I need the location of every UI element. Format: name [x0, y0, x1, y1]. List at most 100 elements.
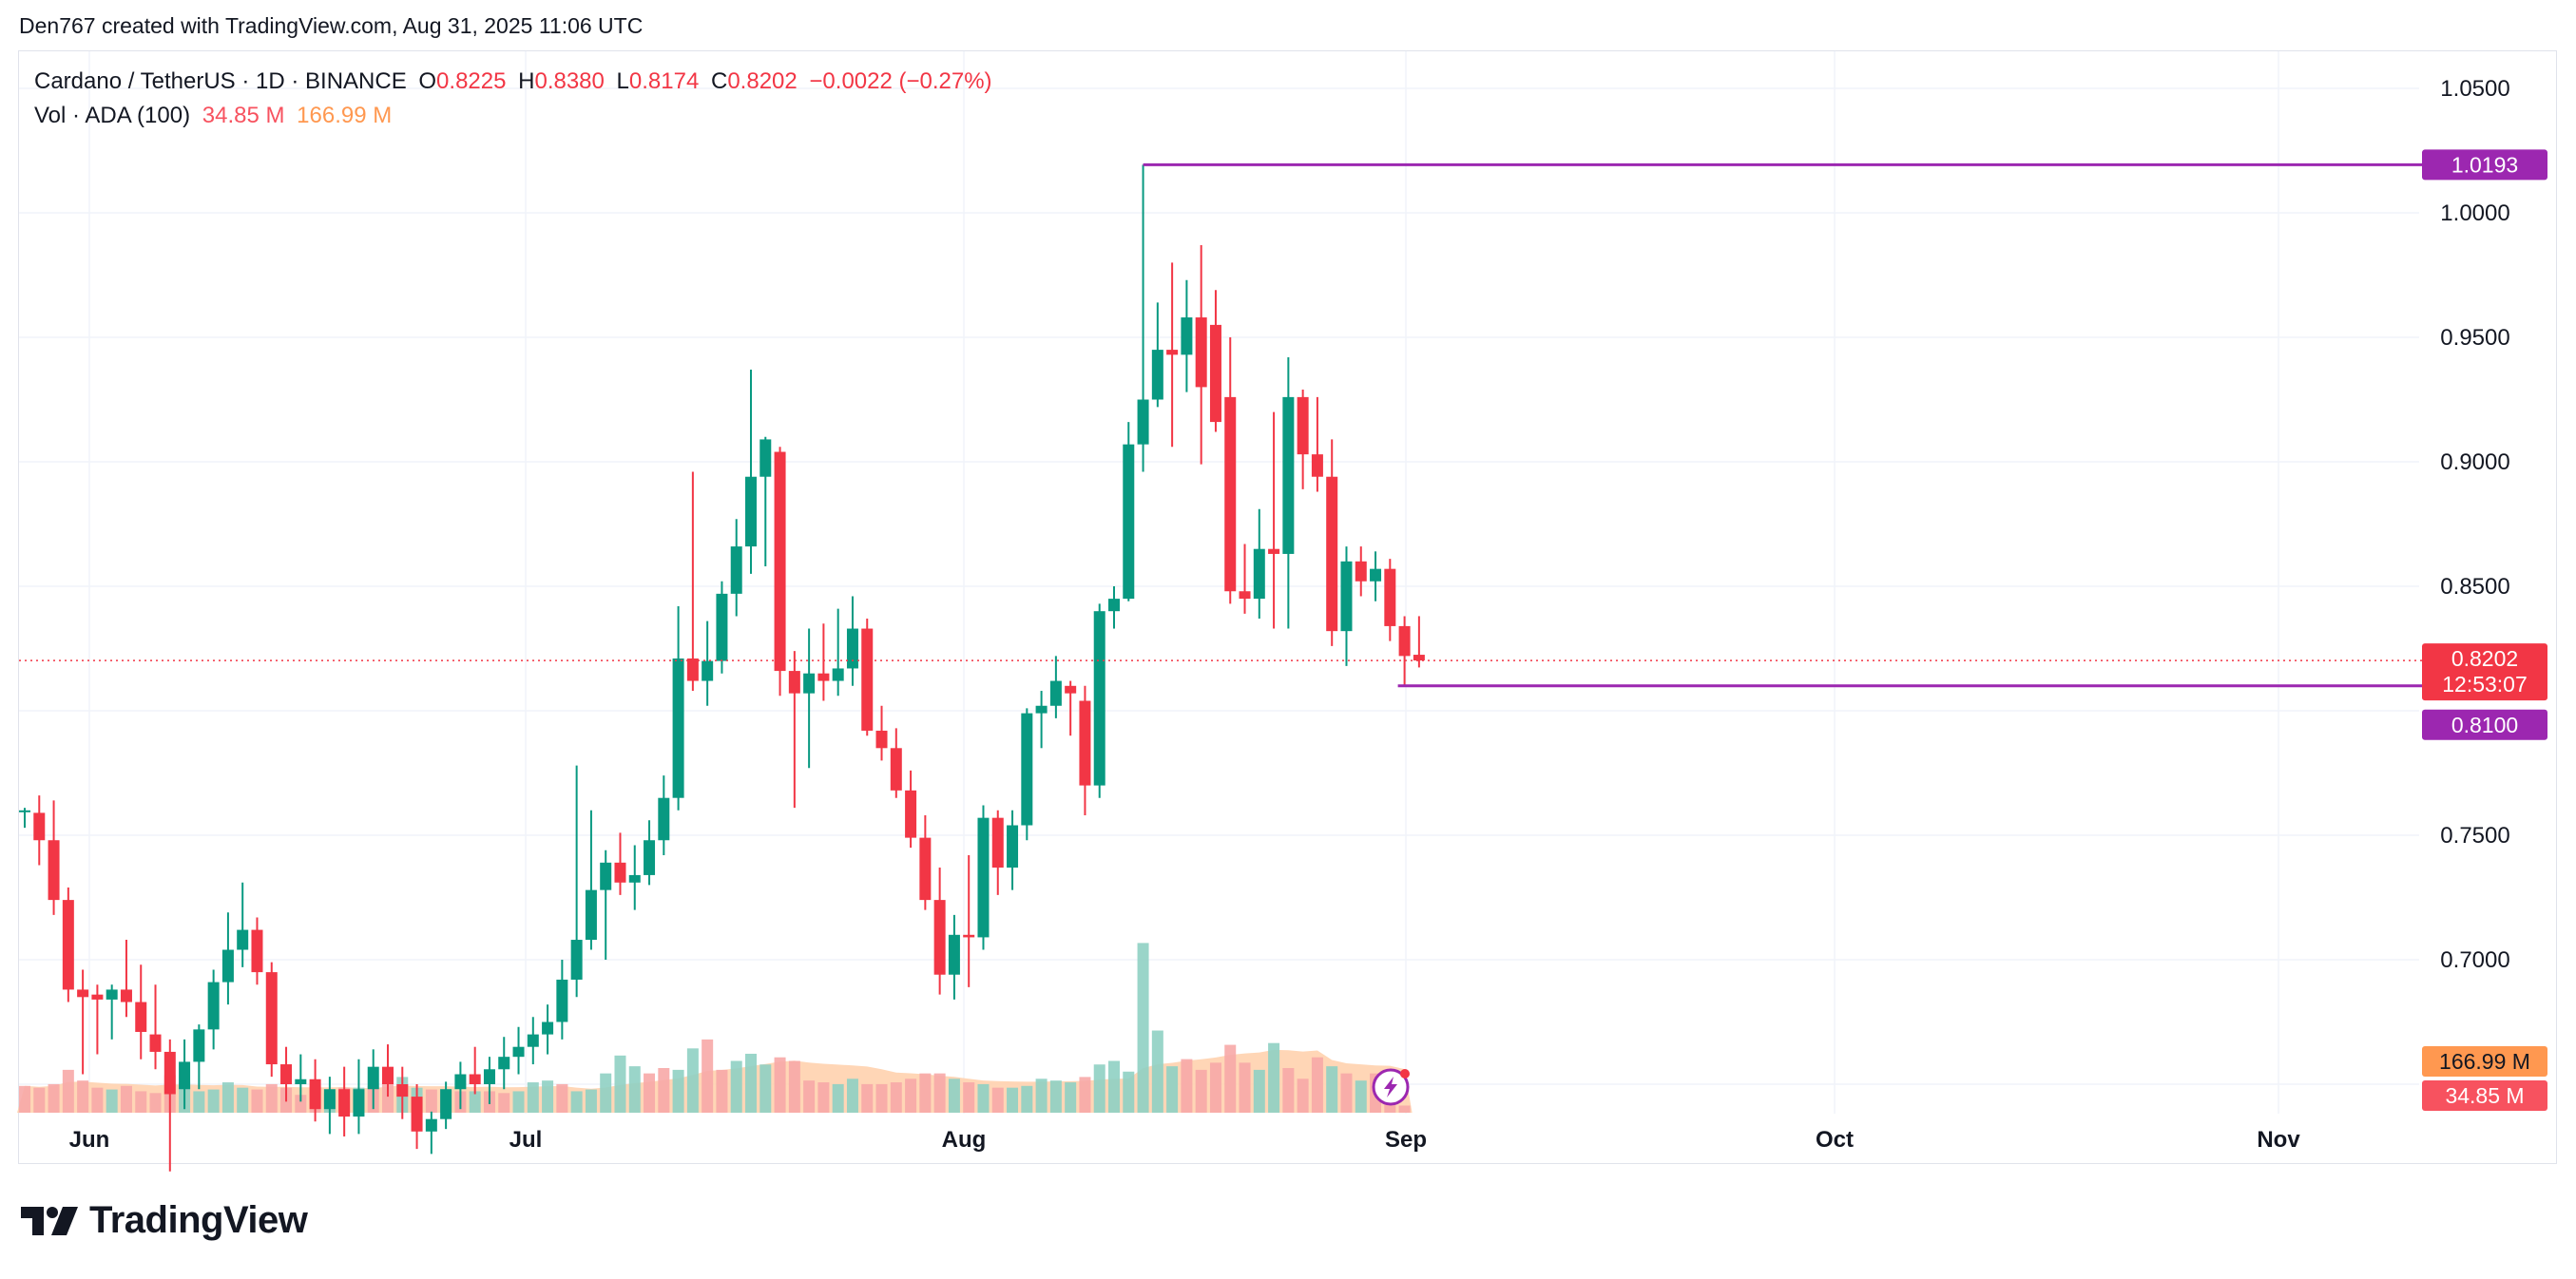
volume-bar [265, 1083, 278, 1113]
change-value: −0.0022 (−0.27%) [809, 68, 992, 94]
x-tick-label: Nov [2257, 1127, 2300, 1153]
volume-bar [1224, 1044, 1237, 1113]
symbol-row: Cardano / TetherUS · 1D · BINANCE O0.822… [34, 67, 998, 101]
volume-bar [1297, 1079, 1309, 1113]
candle-body [1370, 568, 1382, 582]
candle [890, 728, 902, 798]
high-value: 0.8380 [534, 68, 605, 94]
candle-body [425, 1118, 437, 1132]
symbol-name[interactable]: Cardano / TetherUS · 1D · BINANCE [34, 68, 407, 94]
volume-bar [730, 1060, 742, 1113]
candle-body [19, 810, 30, 812]
volume-bar [585, 1089, 597, 1113]
volume-label[interactable]: Vol · ADA (100) [34, 103, 191, 128]
candle [323, 1077, 336, 1135]
volume-bar [193, 1091, 205, 1113]
candle-body [237, 929, 249, 950]
candle-body [323, 1089, 336, 1110]
volume-bar [251, 1089, 263, 1113]
candle [280, 1046, 293, 1102]
high-line-tag-text: 1.0193 [2451, 152, 2518, 177]
y-tick-label: 0.9000 [2440, 449, 2509, 475]
volume-bar [1049, 1080, 1062, 1113]
candle [644, 820, 656, 886]
volume-bar [919, 1073, 932, 1113]
volume-bar [1253, 1069, 1265, 1113]
candle-body [570, 940, 583, 980]
candlesticks [19, 164, 1425, 1172]
candle-body [1007, 825, 1019, 869]
volume-bar [1021, 1085, 1033, 1113]
price-axis: 1.0500 1.0000 0.9500 0.9000 0.8500 0.7500 0.70… [2440, 76, 2509, 973]
candle-body [382, 1066, 394, 1084]
last-price-tag-text: 0.8202 [2451, 646, 2518, 671]
volume-bar [1137, 943, 1149, 1113]
candle-body [91, 994, 104, 1000]
candle [396, 1066, 409, 1119]
chart-frame[interactable] [18, 50, 2557, 1164]
candle-body [149, 1034, 162, 1052]
candle [1384, 559, 1396, 641]
candle-body [1021, 713, 1033, 826]
volume-bar [948, 1079, 960, 1113]
candle-body [919, 837, 932, 901]
volume-row: Vol · ADA (100) 34.85 M 166.99 M [34, 101, 998, 135]
volume-bar [33, 1087, 46, 1113]
candle [905, 770, 917, 849]
volume-tag: 34.85 M [2422, 1080, 2547, 1111]
attribution-text: Den767 created with TradingView.com, Aug… [19, 13, 644, 38]
volume-bar [221, 1082, 234, 1113]
candle-body [672, 658, 684, 798]
candle-body [338, 1089, 351, 1117]
y-tick-label: 0.8500 [2440, 574, 2509, 600]
candle [933, 868, 946, 995]
candle [1093, 603, 1105, 798]
volume-bar [295, 1095, 307, 1113]
gridlines [19, 51, 2419, 1114]
candle [454, 1061, 467, 1110]
volume-bar [977, 1083, 990, 1113]
candle-body [556, 979, 568, 1022]
volume-bar [1209, 1062, 1221, 1113]
candle-body [977, 817, 990, 938]
tradingview-logo[interactable]: TradingView [21, 1199, 308, 1242]
candle-body [1181, 317, 1193, 355]
candle [1166, 262, 1179, 448]
volume-bar [1181, 1059, 1193, 1113]
volume-ma-tag: 166.99 M [2422, 1046, 2547, 1077]
candle-body [716, 593, 728, 661]
candle-body [48, 840, 60, 901]
candle [1065, 680, 1077, 736]
y-tick-label: 0.7500 [2440, 823, 2509, 849]
volume-bar [1093, 1064, 1105, 1113]
high-label: H [518, 68, 535, 94]
volume-bar [62, 1069, 74, 1113]
volume-bar [120, 1085, 132, 1113]
candle [512, 1026, 525, 1075]
candle [1311, 396, 1323, 492]
candle-body [193, 1029, 205, 1062]
volume-bar [686, 1048, 699, 1113]
candle-body [454, 1074, 467, 1090]
candle [1137, 164, 1149, 472]
candle-body [396, 1084, 409, 1098]
volume-bar [1195, 1069, 1207, 1113]
low-line-tag-bg [2422, 709, 2547, 740]
candle-body [1355, 561, 1367, 582]
candle-body [106, 989, 118, 1000]
candle [19, 808, 30, 829]
y-tick-label: 1.0500 [2440, 76, 2509, 102]
low-line-tag: 0.8100 [2422, 709, 2547, 740]
bolt-icon[interactable] [1372, 1068, 1410, 1106]
candle-body [1340, 561, 1353, 632]
candle [207, 969, 220, 1050]
x-tick-label: Jun [69, 1127, 110, 1153]
volume-bar [1398, 1105, 1411, 1113]
candle [295, 1054, 307, 1102]
high-line-tag-bg [2422, 149, 2547, 181]
volume-bar [91, 1087, 104, 1113]
volume-bar [817, 1082, 830, 1113]
volume-value: 34.85 M [202, 103, 285, 128]
candle-body [832, 668, 844, 681]
